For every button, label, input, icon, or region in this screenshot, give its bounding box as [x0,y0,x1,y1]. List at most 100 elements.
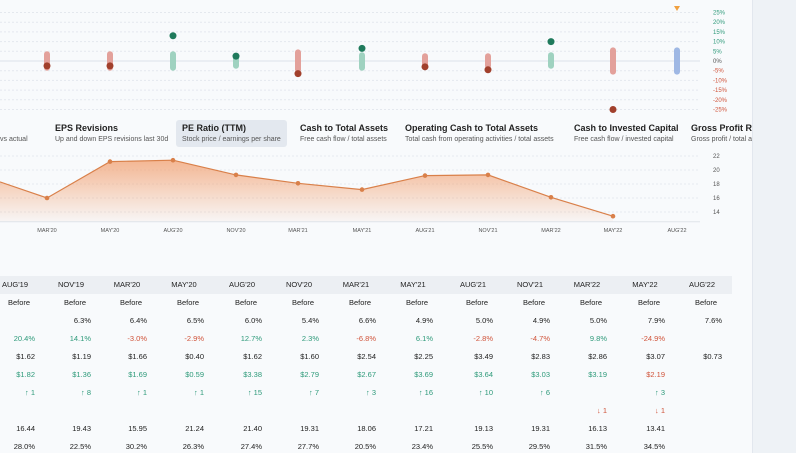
table-cell: 34.5% [643,442,665,451]
data-point[interactable] [170,157,176,163]
y-tick-label: 14 [713,210,720,216]
estimate-range-bar[interactable] [170,51,176,71]
tab-operating-cash-to-total-assets[interactable]: Operating Cash to Total Assets Total cash… [399,120,560,147]
side-panel [752,0,796,453]
tab-gross-profit-ratio[interactable]: Gross Profit Ratio Gross profit / total a… [685,120,752,147]
table-cell: 19.31 [300,424,319,433]
estimate-range-bar[interactable] [359,52,365,71]
table-cell: 25.5% [471,442,493,451]
column-header: NOV'21 [516,280,544,289]
table-cell: -6.8% [356,334,376,343]
table-row: $1.82 $1.36 $1.69 $0.59 $3.38 $2.79 $2.67 $3.69… [0,366,732,384]
estimate-range-bar[interactable] [295,49,301,73]
tab-eps-surprise[interactable]: vs actual [0,120,34,147]
data-point[interactable] [107,159,113,164]
data-table: AUG'19 NOV'19 MAR'20 MAY'20 AUG'20 NOV'20 MAR'… [0,276,732,453]
actual-eps-dot[interactable] [232,52,240,60]
actual-eps-dot[interactable] [421,63,429,71]
tab-cash-to-invested-capital[interactable]: Cash to Invested Capital Free cash flow /… [568,120,685,147]
table-cell: Before [694,298,718,307]
table-cell [670,384,734,402]
table-cell [441,402,505,420]
table-cell: 29.5% [528,442,550,451]
actual-eps-dot[interactable] [484,66,492,74]
table-row: ↑ 1 ↑ 8 ↑ 1 ↑ 1 ↑ 15 ↑ 7 ↑ 3 ↑ 16 ↑ 10 ↑ 6 ↑ 3 [0,384,732,402]
actual-eps-dot[interactable] [294,70,302,78]
y-tick-label: 20% [713,20,726,26]
actual-eps-dot[interactable] [43,62,51,70]
tab-title [0,123,28,133]
column-header: MAR'21 [342,280,370,289]
table-cell: $3.07 [646,352,665,361]
table-cell [670,420,734,438]
table-cell: 21.24 [185,424,204,433]
table-cell: $1.62 [16,352,35,361]
table-cell: ↑ 16 [418,388,433,397]
main-content: 25% 20% 15% 10% 5% 0% -5% -10% -15% -20% -25% vs a… [0,6,752,453]
data-point[interactable] [422,173,428,178]
data-point[interactable] [233,172,239,178]
tab-pe-ratio-ttm-[interactable]: PE Ratio (TTM) Stock price / earnings per… [176,120,287,147]
table-row: 6.3% 6.4% 6.5% 6.0% 5.4% 6.6% 4.9% 5.0% 4.9% 5.0%… [0,312,732,330]
table-cell: -3.0% [127,334,147,343]
actual-eps-dot[interactable] [609,106,617,113]
y-tick-label: -25% [713,108,728,114]
table-cell: 5.0% [475,316,493,325]
table-row: Before Before Before Before Before Before Befo… [0,294,732,312]
table-cell [381,402,445,420]
x-tick-label: MAY'22 [604,228,623,234]
data-point[interactable] [610,213,616,219]
table-cell: 27.7% [297,442,319,451]
x-tick-label: AUG'20 [163,228,182,234]
table-cell: ↑ 15 [247,388,262,397]
table-cell: 6.0% [244,316,262,325]
tab-subtitle: Up and down EPS revisions last 30d [55,136,169,143]
table-cell: -24.9% [641,334,665,343]
data-point[interactable] [44,195,50,201]
data-point[interactable] [295,181,301,186]
data-point[interactable] [359,187,365,192]
data-point[interactable] [485,172,491,178]
table-cell: Before [637,298,661,307]
pe-ratio-chart: 22 20 18 16 14 MAR'20 MAY'20 AUG'20 NOV'20 MAR'21… [0,154,720,234]
table-cell: ↓ 1 [596,406,607,415]
tab-eps-revisions[interactable]: EPS Revisions Up and down EPS revisions l… [49,120,174,147]
column-header: MAR'20 [113,280,141,289]
table-cell: ↑ 1 [136,388,147,397]
table-cell: 19.43 [72,424,91,433]
table-cell: 19.31 [531,424,550,433]
tab-title: Cash to Total Assets [300,123,389,133]
data-point[interactable] [548,195,554,200]
actual-eps-dot[interactable] [547,38,555,46]
y-tick-label: 16 [713,196,720,202]
table-cell: 7.6% [704,316,722,325]
column-header: AUG'21 [459,280,487,289]
table-row: 16.44 19.43 15.95 21.24 21.40 19.31 18.06 17.21… [0,420,732,438]
estimate-range-bar[interactable] [548,52,554,69]
table-cell: 19.13 [474,424,493,433]
column-header: MAY'21 [400,280,426,289]
table-cell: 27.4% [240,442,262,451]
table-cell: 6.6% [358,316,376,325]
column-header: MAY'20 [171,280,197,289]
estimate-range-bar[interactable] [485,53,491,69]
actual-eps-dot[interactable] [169,32,177,40]
actual-eps-dot[interactable] [358,44,366,52]
table-cell: 2.3% [301,334,319,343]
actual-eps-dot[interactable] [106,62,114,70]
y-tick-label: 5% [713,49,722,55]
x-tick-label: AUG'22 [667,228,686,234]
table-cell: $2.83 [531,352,550,361]
tab-cash-to-total-assets[interactable]: Cash to Total Assets Free cash flow / tot… [294,120,394,147]
table-cell: 23.4% [411,442,433,451]
table-cell: ↑ 1 [24,388,35,397]
table-cell: $0.40 [185,352,204,361]
table-cell: $3.19 [588,370,607,379]
x-tick-label: AUG'21 [415,228,434,234]
y-tick-label: 22 [713,154,720,160]
tab-subtitle: Free cash flow / invested capital [574,136,674,143]
table-cell: $2.86 [588,352,607,361]
estimate-range-bar[interactable] [674,47,680,75]
estimate-range-bar[interactable] [610,47,616,75]
table-cell: ↑ 6 [539,388,550,397]
